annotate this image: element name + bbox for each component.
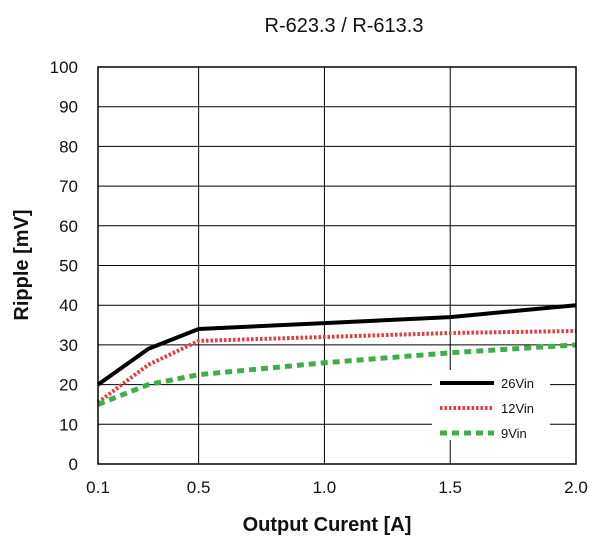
x-tick-label: 2.0 [564, 478, 588, 497]
chart-title: R-623.3 / R-613.3 [265, 15, 424, 37]
y-tick-label: 50 [59, 257, 78, 276]
y-tick-label: 70 [59, 177, 78, 196]
x-tick-label: 0.5 [187, 478, 211, 497]
series-line-12Vin [96, 329, 577, 405]
legend-label: 9Vin [501, 426, 527, 441]
y-tick-label: 80 [59, 137, 78, 156]
plot-frame [97, 66, 577, 465]
y-tick-label: 100 [50, 58, 78, 77]
legend-label: 26Vin [501, 376, 534, 391]
y-tick-label: 40 [59, 296, 78, 315]
y-tick-label: 10 [59, 415, 78, 434]
x-tick-label: 0.1 [86, 478, 110, 497]
x-axis-label: Output Curent [A] [243, 514, 412, 536]
series-line-9Vin [97, 342, 577, 407]
y-tick-label: 30 [59, 336, 78, 355]
legend-label: 12Vin [501, 401, 534, 416]
series-line-26Vin [96, 303, 577, 387]
x-tick-label: 1.5 [438, 478, 462, 497]
series-lines [96, 303, 577, 407]
x-tick-label: 1.0 [313, 478, 337, 497]
grid [98, 67, 576, 464]
y-axis-label: Ripple [mV] [11, 209, 33, 320]
y-tick-label: 60 [59, 217, 78, 236]
y-tick-label: 90 [59, 98, 78, 117]
x-ticks: 0.1 0.5 1.0 1.5 2.0 [86, 478, 588, 497]
y-tick-label: 20 [59, 376, 78, 395]
y-tick-label: 0 [69, 455, 78, 474]
y-ticks: 0 10 20 30 40 50 60 70 80 90 100 [50, 58, 78, 474]
legend: 26Vin 12Vin 9Vin [432, 370, 550, 441]
